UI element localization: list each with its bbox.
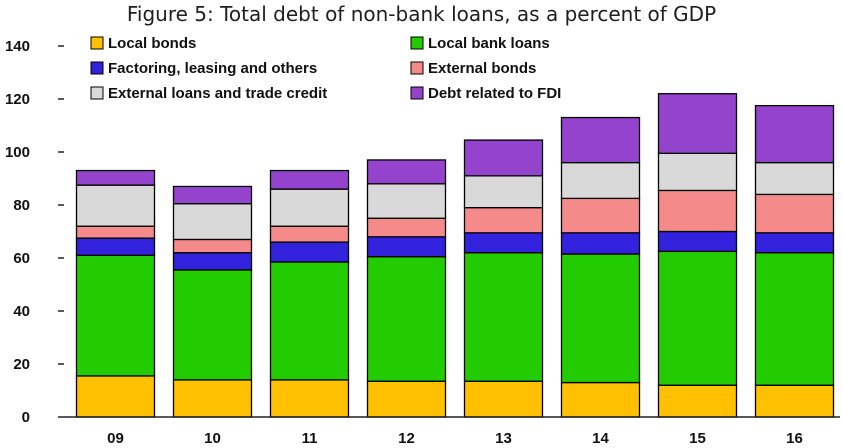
bar-segment-2 [657,250,738,386]
bar-segment-4 [269,225,350,243]
y-tick-label: 80 [13,197,30,214]
bar-segment-1 [754,384,835,418]
y-tick-label: 120 [5,91,30,108]
y-tick-label: 20 [13,356,30,373]
chart-title: Figure 5: Total debt of non-bank loans, … [126,2,717,26]
x-tick-label: 09 [107,430,124,447]
bar-segment-4 [172,238,253,254]
bar-segment-5 [269,188,350,227]
bar-segment-3 [754,232,835,254]
bar-segment-5 [657,152,738,192]
bar-segment-2 [75,254,156,377]
bar-segment-3 [463,232,544,254]
bar-segment-4 [366,217,447,238]
bar-segment-5 [560,161,641,200]
legend-swatch [410,61,424,75]
legend-swatch [90,86,104,100]
y-tick-label: 60 [13,250,30,267]
bar-segment-1 [172,379,253,418]
bar-segment-6 [754,104,835,164]
legend-label: External bonds [428,60,536,77]
legend-label: Debt related to FDI [428,85,561,102]
bar-segment-3 [560,232,641,255]
legend-label: Factoring, leasing and others [108,60,317,77]
bar-segment-2 [560,253,641,384]
bar-segment-5 [172,203,253,241]
bar-segment-6 [463,139,544,177]
legend-label: External loans and trade credit [108,85,327,102]
bar-segment-3 [269,241,350,263]
legend-label: Local bank loans [428,35,550,52]
x-tick-label: 16 [786,430,803,447]
bar-segment-1 [560,381,641,418]
legend-swatch [410,36,424,50]
bar-segment-4 [75,225,156,239]
bar-segment-3 [657,230,738,253]
x-tick-label: 14 [592,430,609,447]
legend-swatch [90,61,104,75]
y-tick-label: 100 [5,144,30,161]
bar-segment-6 [560,116,641,164]
bar-segment-4 [754,193,835,234]
bar-segment-6 [75,169,156,186]
bar-segment-1 [366,380,447,418]
bar-segment-2 [754,252,835,386]
bar-segment-2 [366,256,447,382]
bar-segment-2 [269,261,350,381]
bar-segment-1 [657,384,738,418]
bar-segment-6 [269,169,350,190]
bar-segment-3 [366,236,447,258]
legend-label: Local bonds [108,35,196,52]
bar-segment-2 [463,252,544,382]
x-tick-label: 15 [689,430,706,447]
bar-segment-1 [269,379,350,418]
bar-segment-6 [172,185,253,205]
bar-segment-5 [463,175,544,209]
bar-segment-5 [75,184,156,227]
x-tick-label: 11 [302,430,318,447]
bar-segment-6 [657,93,738,154]
y-tick-label: 40 [13,303,30,320]
bar-segment-6 [366,159,447,185]
legend-swatch [410,86,424,100]
bar-segment-4 [560,197,641,234]
bar-segment-3 [75,237,156,257]
y-tick-label: 0 [22,409,30,426]
bar-segment-5 [366,183,447,219]
x-tick-label: 13 [495,430,512,447]
bar-segment-5 [754,161,835,196]
x-tick-label: 12 [398,430,415,447]
x-tick-label: 10 [204,430,221,447]
y-tick-label: 140 [5,38,30,55]
legend-swatch [90,36,104,50]
bar-segment-1 [75,375,156,418]
bar-segment-4 [657,189,738,233]
bar-segment-4 [463,206,544,234]
bar-segment-2 [172,269,253,381]
bar-segment-3 [172,252,253,271]
bar-segment-1 [463,380,544,418]
